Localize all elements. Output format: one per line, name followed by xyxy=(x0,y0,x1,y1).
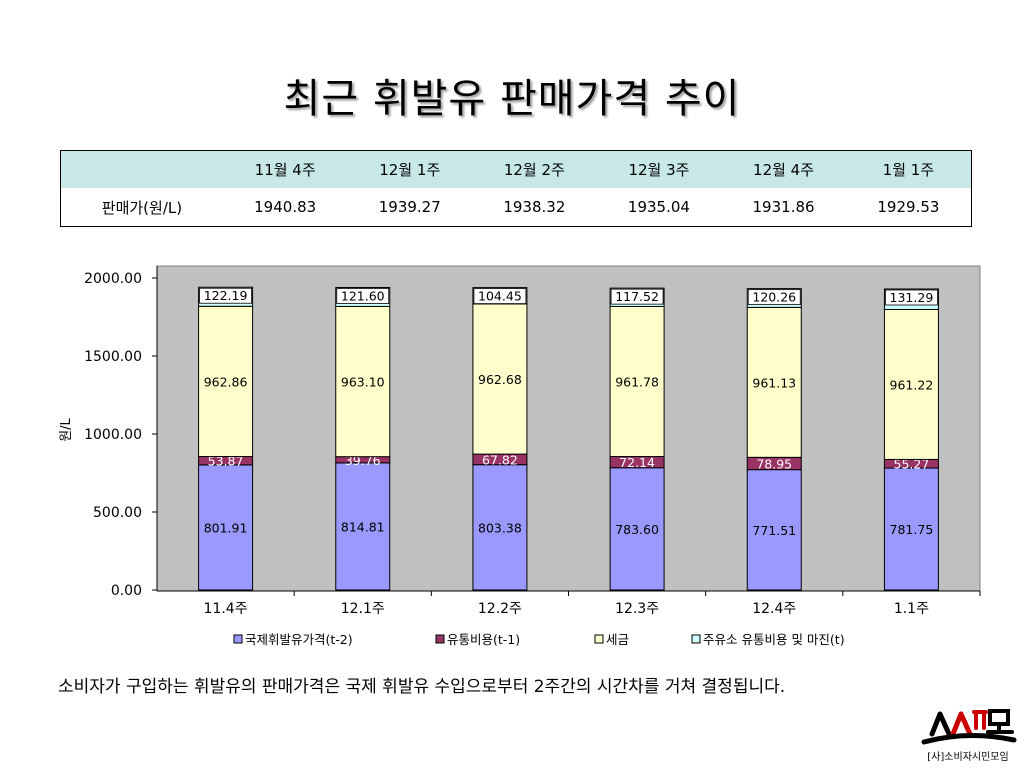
x-tick-label: 1.1주 xyxy=(894,601,929,617)
data-label: 78.95 xyxy=(756,456,792,471)
data-label: 72.14 xyxy=(619,455,655,470)
data-label: 803.38 xyxy=(478,520,522,535)
data-label: 121.60 xyxy=(341,288,385,303)
data-label: 783.60 xyxy=(615,522,659,537)
data-label: 781.75 xyxy=(890,522,934,537)
data-label: 962.86 xyxy=(204,374,248,389)
data-label: 53.87 xyxy=(208,454,244,469)
price-cell: 1931.86 xyxy=(721,188,846,227)
column-header: 12월 2주 xyxy=(472,150,597,188)
data-label: 961.13 xyxy=(752,375,796,390)
bar-segment xyxy=(609,467,665,591)
price-cell: 1939.27 xyxy=(347,188,473,227)
y-tick-label: 2000.00 xyxy=(84,271,142,287)
y-tick-label: 0.00 xyxy=(111,583,142,599)
data-label: 131.29 xyxy=(890,290,934,305)
bar-segment xyxy=(198,305,254,457)
bar-segment xyxy=(883,467,939,591)
legend-entry: 유통비용(t-1) xyxy=(447,632,520,647)
data-label: 963.10 xyxy=(341,375,385,390)
bar-segment xyxy=(335,462,391,591)
price-cell: 1929.53 xyxy=(845,188,972,227)
consumer-org-logo: [사]소비자시민모임 xyxy=(921,709,1017,763)
legend-entry: 세금 xyxy=(606,632,629,647)
stacked-bar-chart: 0.00 500.00 1000.00 1500.00 2000.00 원/L 801.91… xyxy=(59,265,981,647)
logo-mark-icon xyxy=(921,709,1017,745)
legend-entry: 주유소 유통비용 및 마진(t) xyxy=(703,632,845,647)
bar-segment xyxy=(883,308,939,460)
legend-swatch xyxy=(435,634,445,644)
bar-segment xyxy=(472,303,528,455)
y-tick-label: 1000.00 xyxy=(84,427,142,443)
y-axis-label: 원/L xyxy=(59,417,74,441)
column-header: 12월 4주 xyxy=(721,150,846,188)
data-label-box xyxy=(885,289,938,306)
data-label: 104.45 xyxy=(478,289,522,304)
column-header: 12월 3주 xyxy=(596,150,722,188)
page-title: 최근 휘발유 판매가격 추이 xyxy=(283,76,741,122)
data-label: 55.27 xyxy=(894,457,930,472)
logo-subtitle: [사]소비자시민모임 xyxy=(927,750,1008,763)
bar-segment xyxy=(472,464,528,591)
column-header: 1월 1주 xyxy=(845,150,972,188)
data-label: 117.52 xyxy=(615,289,659,304)
data-label: 771.51 xyxy=(752,523,796,538)
data-label: 961.78 xyxy=(615,374,659,389)
price-table-header-row: 11월 4주 12월 1주 12월 2주 12월 3주 12월 4주 1월 1주 xyxy=(60,150,972,188)
data-label: 814.81 xyxy=(341,519,385,534)
x-tick-label: 12.4주 xyxy=(752,601,796,617)
price-table: 11월 4주 12월 1주 12월 2주 12월 3주 12월 4주 1월 1주… xyxy=(60,150,972,227)
price-cell: 1935.04 xyxy=(596,188,722,227)
legend-swatch xyxy=(233,634,243,644)
x-tick-label: 11.4주 xyxy=(204,601,248,617)
header-empty-cell xyxy=(60,150,223,188)
caption-text: 소비자가 구입하는 휘발유의 판매가격은 국제 휘발유 수입으로부터 2주간의 … xyxy=(58,677,786,697)
x-tick-label: 12.2주 xyxy=(478,601,522,617)
bar-segment xyxy=(198,464,254,591)
data-label-box xyxy=(747,289,801,306)
legend-swatch xyxy=(691,634,701,644)
y-tick-label: 1500.00 xyxy=(84,349,142,365)
data-label-box xyxy=(610,288,664,305)
bar-segment xyxy=(609,305,665,458)
plot-area xyxy=(156,265,981,592)
column-header: 12월 1주 xyxy=(347,150,473,188)
data-label-box xyxy=(473,288,527,305)
data-label: 120.26 xyxy=(752,290,796,305)
data-label-box xyxy=(336,288,390,304)
legend-swatch xyxy=(594,634,604,644)
y-tick-label: 500.00 xyxy=(93,505,142,521)
row-label: 판매가(원/L) xyxy=(60,188,223,227)
price-cell: 1940.83 xyxy=(222,188,348,227)
data-label: 801.91 xyxy=(204,520,248,535)
bar-segment xyxy=(746,306,802,458)
x-tick-label: 12.1주 xyxy=(341,601,385,617)
data-label: 962.68 xyxy=(478,372,522,387)
data-label: 67.82 xyxy=(482,452,518,467)
bar-segment xyxy=(335,305,391,458)
price-table-row: 판매가(원/L) 1940.83 1939.27 1938.32 1935.04… xyxy=(60,188,972,227)
legend-entry: 국제휘발유가격(t-2) xyxy=(245,632,353,647)
data-label: 961.22 xyxy=(890,377,934,392)
data-label: 122.19 xyxy=(204,288,248,303)
price-cell: 1938.32 xyxy=(472,188,597,227)
data-label-box xyxy=(199,287,252,304)
column-header: 11월 4주 xyxy=(222,150,348,188)
x-tick-label: 12.3주 xyxy=(615,601,659,617)
